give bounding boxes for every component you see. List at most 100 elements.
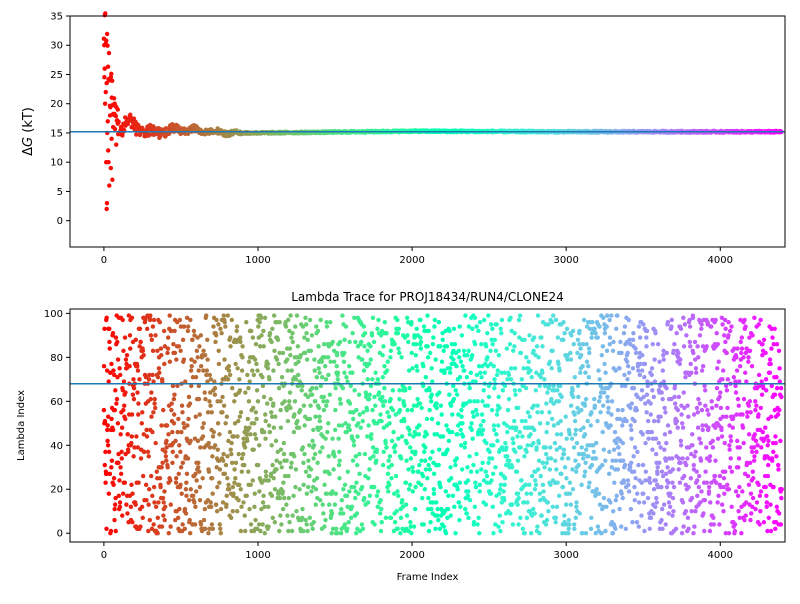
lambda-point [592,403,598,408]
lambda-point [598,410,603,415]
lambda-point [328,359,333,364]
lambda-point [407,482,413,488]
lambda-point [207,445,213,450]
lambda-point [193,374,199,380]
lambda-point [133,502,138,507]
lambda-point [222,357,227,362]
lambda-point [232,480,237,485]
lambda-point [127,363,132,369]
lambda-point [607,317,612,323]
lambda-point [206,469,212,474]
lambda-point [202,390,207,395]
lambda-point [632,498,637,503]
lambda-point [695,344,700,349]
lambda-point [556,361,561,367]
lambda-point [380,394,385,400]
lambda-point [451,326,457,331]
lambda-point [267,330,273,336]
lambda-point [431,487,437,492]
lambda-point [467,454,472,459]
lambda-point [694,405,700,411]
lambda-point [329,511,335,516]
lambda-point [444,344,450,349]
lambda-point [207,526,212,532]
lambda-point [779,487,784,492]
lambda-point [456,500,462,505]
lambda-point [112,517,117,523]
lambda-point [651,511,656,516]
lambda-point [118,471,124,477]
lambda-point [234,509,240,514]
lambda-point [750,333,755,338]
lambda-point [583,396,589,402]
lambda-point [224,414,230,419]
lambda-point [537,531,542,536]
delta-g-point [110,177,115,182]
lambda-point [770,458,775,463]
lambda-point [488,322,494,327]
lambda-point [522,454,527,459]
lambda-point [641,322,646,327]
lambda-point [587,480,592,485]
lambda-point [246,469,251,474]
lambda-point [340,385,346,391]
lambda-point [284,502,289,507]
lambda-point [600,462,605,468]
lambda-point [280,489,286,494]
lambda-point [502,370,507,375]
delta-g-point [110,78,115,83]
lambda-point [105,438,110,444]
lambda-point [596,368,601,373]
lambda-point [399,355,404,360]
lambda-point [104,315,109,320]
lambda-point [679,531,685,536]
lambda-point [702,528,707,534]
lambda-point [451,396,457,402]
lambda-point [347,489,352,494]
y-tick-label: 60 [50,397,63,408]
lambda-point [506,396,512,402]
delta-g-point [102,75,107,80]
lambda-point [173,438,178,444]
lambda-point [452,341,458,347]
lambda-point [472,315,478,320]
lambda-point [593,456,599,461]
lambda-point [467,498,473,503]
lambda-point [245,416,251,422]
lambda-point [595,524,601,529]
lambda-point [206,440,211,446]
lambda-point [457,355,462,360]
lambda-point [430,500,436,505]
lambda-point [622,324,628,329]
lambda-point [171,421,177,426]
lambda-point [550,348,555,353]
lambda-point [196,383,202,389]
lambda-point [371,339,377,345]
lambda-point [304,330,309,336]
lambda-point [507,341,513,347]
lambda-point [334,526,339,532]
lambda-point [282,399,287,404]
lambda-point [626,482,631,488]
lambda-point [686,484,691,490]
lambda-point [699,322,704,327]
lambda-point [148,333,154,338]
lambda-point [123,416,128,422]
lambda-point [466,515,471,521]
lambda-point [278,513,283,518]
lambda-point [301,403,307,408]
lambda-point [148,396,153,402]
lambda-point [581,456,586,461]
lambda-point [139,421,145,426]
lambda-point [474,324,479,329]
lambda-point [246,359,252,364]
lambda-point [644,344,649,349]
lambda-point [250,335,256,340]
lambda-point [362,495,367,501]
lambda-point [525,500,530,505]
lambda-point [168,524,173,529]
lambda-point [742,517,747,523]
lambda-point [656,418,661,424]
lambda-point [528,368,533,373]
